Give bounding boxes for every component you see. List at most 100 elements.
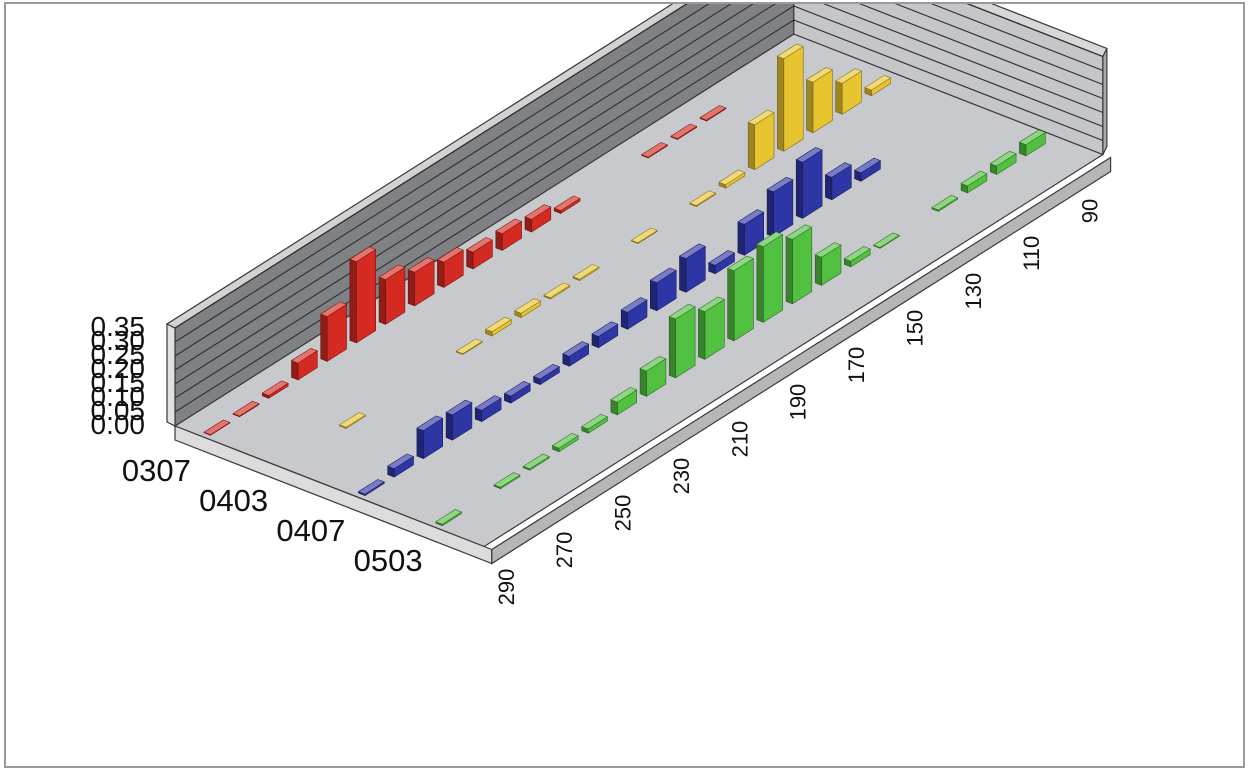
bar bbox=[435, 509, 463, 527]
bar bbox=[553, 195, 581, 215]
bar bbox=[591, 321, 619, 349]
bar bbox=[562, 341, 590, 367]
gridline bbox=[174, 5, 1104, 399]
bar bbox=[756, 231, 784, 323]
bar bbox=[641, 142, 669, 159]
bar bbox=[610, 387, 638, 416]
gridline bbox=[174, 4, 1104, 385]
bar bbox=[357, 479, 385, 497]
bar bbox=[814, 242, 842, 286]
bar bbox=[465, 237, 494, 270]
bar bbox=[872, 232, 900, 249]
chart-frame: 0.00 0.05 0.10 0.15 0.20 0.25 0.30 0.35 0307 0403… bbox=[4, 2, 1245, 768]
gridline bbox=[174, 4, 1104, 357]
bar bbox=[843, 246, 871, 268]
bar bbox=[785, 224, 813, 305]
bar bbox=[708, 250, 736, 275]
bar bbox=[474, 395, 502, 423]
x-tick-label: 250 bbox=[611, 495, 636, 532]
bar bbox=[960, 170, 988, 194]
bar bbox=[455, 338, 483, 356]
bar bbox=[445, 399, 473, 441]
series-label: 0307 bbox=[122, 453, 191, 488]
bar bbox=[795, 147, 823, 219]
bar bbox=[338, 412, 367, 430]
bar bbox=[835, 68, 863, 115]
bar bbox=[824, 162, 852, 201]
bar bbox=[572, 264, 600, 282]
gridline bbox=[174, 4, 1104, 371]
y-tick-label: 0.35 bbox=[91, 311, 146, 342]
chart-bars bbox=[203, 43, 1046, 527]
gridline bbox=[174, 4, 1104, 343]
series-label: 0403 bbox=[199, 483, 268, 518]
bar bbox=[581, 413, 609, 434]
bar bbox=[514, 298, 542, 319]
x-tick-label: 130 bbox=[961, 273, 986, 310]
chart-labels: 0.000.050.100.150.200.250.300.35 03070403… bbox=[91, 199, 1103, 606]
y-tick-label: 0.15 bbox=[91, 367, 146, 398]
left-wall-edge bbox=[166, 323, 176, 427]
bar bbox=[493, 472, 521, 490]
x-tick-label: 270 bbox=[552, 532, 577, 569]
bar bbox=[290, 347, 318, 381]
bar bbox=[853, 157, 882, 182]
bar bbox=[697, 296, 725, 360]
bar bbox=[551, 432, 579, 453]
bar bbox=[543, 282, 571, 300]
bar bbox=[261, 380, 289, 399]
x-tick-label: 290 bbox=[494, 569, 519, 606]
bar bbox=[718, 169, 746, 189]
bar bbox=[689, 190, 717, 208]
bar bbox=[776, 43, 804, 152]
x-tick-label: 190 bbox=[786, 384, 811, 421]
bar bbox=[436, 247, 464, 288]
bar bbox=[747, 109, 775, 171]
bar bbox=[232, 400, 260, 418]
bar bbox=[668, 303, 696, 379]
y-tick-label: 0.00 bbox=[91, 409, 146, 440]
chart-gridlines bbox=[174, 4, 1104, 413]
bar bbox=[699, 105, 727, 122]
bar bbox=[378, 264, 406, 325]
series-label: 0407 bbox=[276, 513, 345, 548]
x-tick-label: 90 bbox=[1078, 199, 1103, 223]
bar bbox=[320, 301, 348, 362]
gridline bbox=[174, 4, 1104, 329]
bar bbox=[766, 176, 794, 238]
y-tick-label: 0.20 bbox=[91, 353, 146, 384]
x-tick-label: 210 bbox=[727, 421, 752, 458]
bar bbox=[484, 316, 512, 337]
bar bbox=[1018, 129, 1046, 157]
bar-chart-3d: 0.000.050.100.150.200.250.300.35 03070403… bbox=[91, 4, 1112, 606]
right-wall-edge bbox=[1102, 48, 1108, 155]
bar bbox=[503, 380, 531, 404]
bar bbox=[726, 255, 755, 342]
bar bbox=[620, 297, 648, 330]
bar bbox=[349, 246, 377, 344]
bar bbox=[416, 415, 444, 460]
bar bbox=[864, 74, 892, 97]
y-tick-label: 0.05 bbox=[91, 395, 146, 426]
x-tick-label: 170 bbox=[844, 347, 869, 384]
x-tick-label: 110 bbox=[1019, 236, 1044, 271]
bar bbox=[387, 453, 415, 478]
series-label: 0503 bbox=[354, 543, 423, 578]
x-tick-label: 150 bbox=[902, 310, 927, 347]
bar bbox=[678, 243, 706, 293]
x-tick-label: 230 bbox=[669, 458, 694, 495]
y-tick-label: 0.10 bbox=[91, 381, 146, 412]
bar bbox=[203, 419, 231, 436]
y-tick-label: 0.25 bbox=[91, 339, 146, 370]
bar bbox=[670, 123, 698, 141]
bar bbox=[407, 257, 435, 307]
bar bbox=[989, 150, 1017, 175]
floor-right-edge bbox=[491, 156, 1112, 565]
y-tick-label: 0.30 bbox=[91, 325, 146, 356]
bar bbox=[931, 194, 959, 212]
bar bbox=[532, 363, 561, 386]
bar bbox=[495, 218, 523, 251]
bar bbox=[649, 267, 677, 312]
bar bbox=[639, 355, 667, 397]
bar bbox=[524, 204, 552, 233]
